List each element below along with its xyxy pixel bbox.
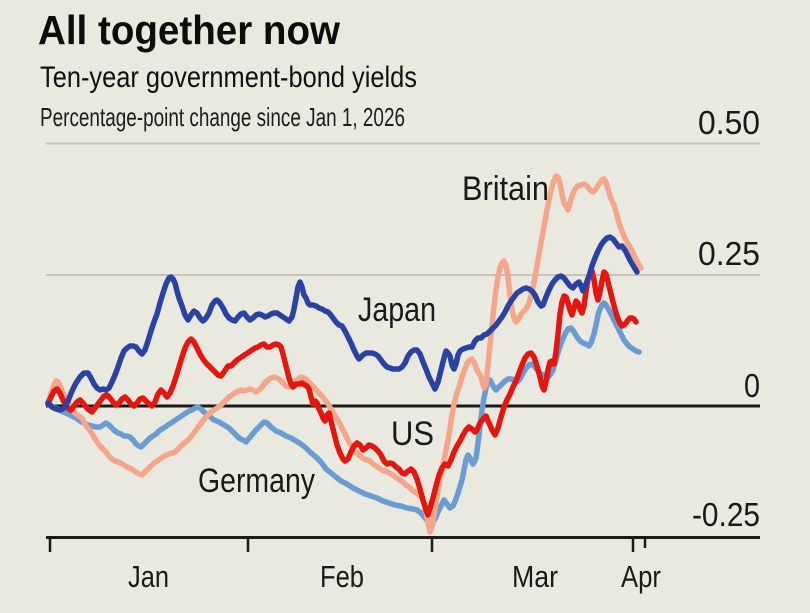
svg-text:0.50: 0.50 — [698, 104, 760, 141]
svg-text:Mar: Mar — [512, 559, 558, 594]
svg-text:Germany: Germany — [198, 462, 315, 500]
svg-text:Jan: Jan — [128, 559, 169, 594]
svg-text:Percentage-point change since: Percentage-point change since Jan 1, 202… — [40, 102, 405, 132]
svg-text:Japan: Japan — [358, 291, 436, 329]
svg-text:Feb: Feb — [320, 559, 364, 594]
svg-text:0.25: 0.25 — [698, 235, 760, 272]
svg-text:Ten-year government-bond yield: Ten-year government-bond yields — [40, 61, 417, 94]
svg-text:Apr: Apr — [621, 559, 661, 594]
svg-text:All together now: All together now — [38, 7, 340, 53]
svg-text:-0.25: -0.25 — [692, 496, 760, 533]
svg-text:Britain: Britain — [462, 170, 549, 208]
svg-text:US: US — [391, 415, 434, 453]
svg-text:0: 0 — [744, 367, 760, 404]
